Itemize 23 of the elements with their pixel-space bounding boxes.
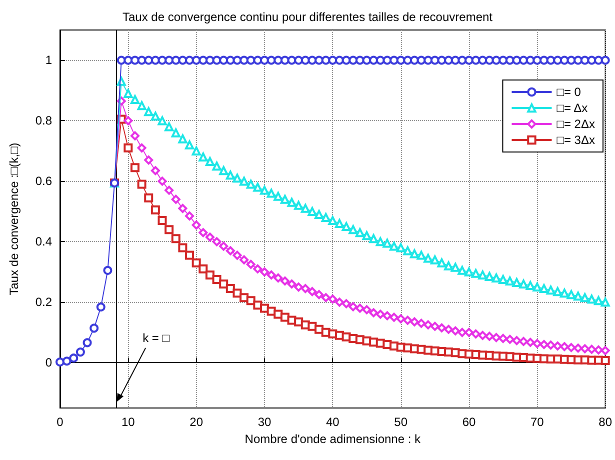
legend-label: □= 0	[556, 85, 582, 99]
y-tick-label: 0.8	[35, 114, 52, 128]
x-tick-label: 60	[462, 415, 476, 429]
x-axis-title: Nombre d'onde adimensionne : k	[244, 432, 422, 446]
x-tick-label: 0	[56, 415, 64, 429]
annotation: k = □	[142, 330, 170, 345]
legend-label: □= 3Δx	[556, 133, 595, 147]
x-tick-label: 80	[598, 415, 612, 429]
chart-title: Taux de convergence continu pour differentes tailles de recouvrement	[122, 10, 494, 24]
y-axis-title: Taux de convergence :□(k,□)	[7, 142, 21, 296]
x-tick-label: 50	[394, 415, 408, 429]
x-tick-label: 20	[190, 415, 204, 429]
y-tick-label: 0.2	[35, 295, 52, 310]
legend-label: □= 2Δx	[556, 117, 595, 131]
y-tick-label: 1	[45, 53, 52, 68]
x-tick-label: 10	[121, 415, 136, 429]
y-tick-label: 0	[45, 356, 52, 370]
y-tick-label: 0.4	[35, 234, 52, 249]
y-tick-label: 0.6	[35, 174, 52, 188]
legend-label: □= Δx	[556, 101, 588, 115]
x-tick-label: 30	[258, 415, 272, 429]
x-tick-label: 70	[530, 415, 544, 429]
x-tick-label: 40	[326, 415, 340, 429]
